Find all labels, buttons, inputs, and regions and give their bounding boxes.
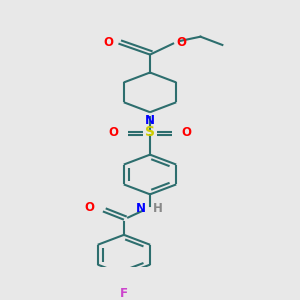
Text: O: O: [182, 125, 191, 139]
Text: O: O: [176, 36, 187, 49]
Text: O: O: [103, 36, 113, 49]
Text: N: N: [136, 202, 146, 215]
Text: S: S: [145, 125, 155, 139]
Text: O: O: [109, 125, 118, 139]
Text: F: F: [120, 287, 128, 300]
Text: H: H: [153, 202, 163, 215]
Text: N: N: [145, 114, 155, 127]
Text: O: O: [85, 201, 94, 214]
